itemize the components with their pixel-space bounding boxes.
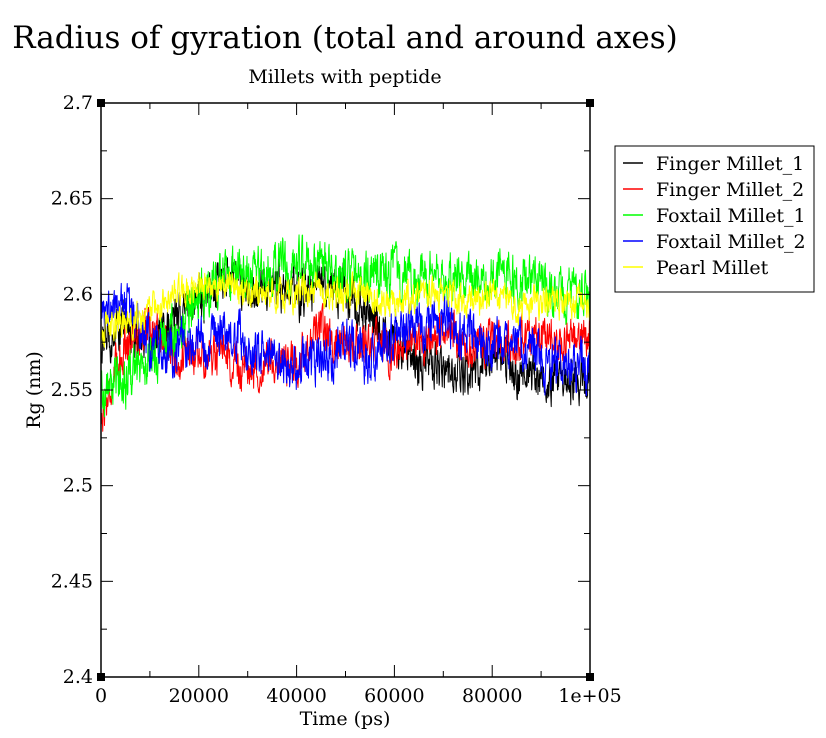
legend-label: Foxtail Millet_2 <box>656 231 806 253</box>
y-tick-label: 2.55 <box>51 379 93 401</box>
series-layer <box>100 234 591 432</box>
y-tick-label: 2.6 <box>63 283 93 305</box>
y-tick-label: 2.5 <box>63 475 93 497</box>
legend-box <box>614 145 815 293</box>
y-axis-label: Rg (nm) <box>23 351 45 429</box>
legend: Finger Millet_1 Finger Millet_2 Foxtail Mi… <box>614 145 815 293</box>
x-axis-label: Time (ps) <box>300 708 391 730</box>
corner-marker <box>97 673 105 681</box>
x-tick-label: 1e+05 <box>558 685 621 707</box>
legend-label: Foxtail Millet_1 <box>656 205 806 227</box>
corner-marker <box>586 673 594 681</box>
x-tick-label: 20000 <box>169 685 229 707</box>
y-tick-label: 2.65 <box>51 188 93 210</box>
legend-label: Finger Millet_1 <box>656 153 804 175</box>
y-tick-label: 2.45 <box>51 570 93 592</box>
legend-label: Finger Millet_2 <box>656 179 804 201</box>
series-line-pearl-millet <box>100 271 591 348</box>
x-tick-label: 0 <box>95 685 107 707</box>
series-line-foxtail-millet-2 <box>100 282 591 397</box>
y-tick-label: 2.4 <box>63 666 93 688</box>
x-tick-label: 40000 <box>266 685 326 707</box>
x-tick-label: 60000 <box>364 685 424 707</box>
corner-marker <box>586 99 594 107</box>
x-tick-label: 80000 <box>462 685 522 707</box>
y-tick-label: 2.7 <box>63 92 93 114</box>
corner-marker <box>97 99 105 107</box>
legend-label: Pearl Millet <box>656 257 769 279</box>
chart-subtitle: Millets with peptide <box>248 66 441 88</box>
chart-title: Radius of gyration (total and around axe… <box>12 20 678 56</box>
tick-layer: 0 20000 40000 60000 80000 1e+05 2.4 2.45 2.5 2.55… <box>51 92 622 707</box>
